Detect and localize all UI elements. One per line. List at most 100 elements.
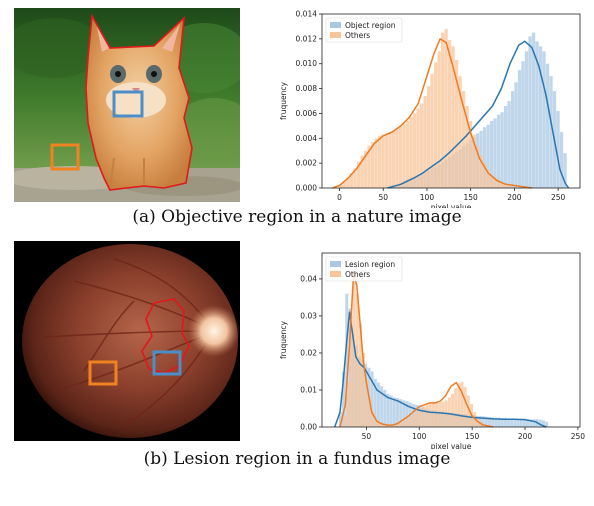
hist-bar bbox=[392, 397, 396, 427]
lesion-roi-box bbox=[152, 350, 182, 376]
hist-bar bbox=[531, 32, 536, 189]
hist-bar bbox=[370, 142, 375, 188]
hist-bar bbox=[402, 400, 406, 427]
hist-bar bbox=[356, 161, 361, 188]
hist-bar bbox=[400, 422, 404, 427]
y-tick-label: 0.04 bbox=[300, 274, 317, 283]
x-tick-label: 50 bbox=[362, 432, 372, 441]
hist-bar bbox=[367, 145, 371, 188]
y-tick-label: 0.008 bbox=[296, 84, 318, 93]
hist-bar bbox=[526, 419, 530, 427]
hist-bar bbox=[409, 415, 413, 427]
histogram-chart-a: 0 50 100 150 200 250 0.000 0.002 0.004 0.006 0.008… bbox=[280, 4, 592, 208]
hist-bar bbox=[517, 69, 522, 188]
hist-bar bbox=[479, 155, 483, 188]
hist-bar bbox=[463, 387, 467, 427]
hist-bar bbox=[377, 135, 382, 188]
hist-bar bbox=[468, 120, 473, 188]
hist-bar bbox=[510, 186, 515, 188]
hist-bar bbox=[368, 397, 372, 427]
hist-bar bbox=[538, 46, 543, 188]
x-tick-label: 0 bbox=[337, 193, 342, 202]
hist-bar bbox=[513, 418, 517, 427]
hist-bar bbox=[398, 125, 403, 188]
hist-bar bbox=[503, 105, 508, 188]
histogram-chart-b: 50 100 150 200 250 0.00 0.01 0.02 0.03 0.04 pixel … bbox=[280, 243, 592, 449]
hist-bar bbox=[370, 371, 374, 427]
hist-bar bbox=[399, 399, 403, 427]
hist-bar bbox=[454, 388, 458, 427]
legend-box bbox=[325, 17, 403, 43]
x-axis-label: pixel value bbox=[431, 442, 472, 449]
hist-bar bbox=[342, 181, 347, 188]
x-tick-label: 150 bbox=[464, 193, 479, 202]
y-tick-label: 0.004 bbox=[296, 134, 318, 143]
x-tick-label: 100 bbox=[412, 432, 427, 441]
hist-bar bbox=[381, 424, 385, 427]
hist-bar bbox=[435, 402, 439, 427]
cat-image bbox=[14, 8, 240, 202]
hist-bar bbox=[510, 91, 515, 188]
hist-bar bbox=[489, 120, 494, 188]
hist-bar bbox=[535, 41, 539, 188]
x-tick-label: 200 bbox=[507, 193, 522, 202]
hist-bar bbox=[397, 423, 401, 427]
lesion-contour bbox=[141, 298, 190, 374]
hist-bar bbox=[563, 153, 567, 188]
hist-bar bbox=[383, 389, 387, 427]
hist-bar bbox=[405, 401, 409, 427]
hist-bar bbox=[500, 418, 504, 427]
hist-bar bbox=[524, 51, 529, 189]
hist-bar bbox=[363, 150, 368, 188]
hist-bar bbox=[510, 418, 514, 427]
x-tick-label: 250 bbox=[571, 432, 586, 441]
background-roi-box bbox=[50, 143, 80, 171]
y-tick-label: 0.01 bbox=[300, 385, 317, 394]
hist-bar bbox=[346, 382, 350, 427]
hist-bar bbox=[549, 76, 553, 188]
hist-bar bbox=[475, 145, 480, 188]
hist-bar bbox=[343, 415, 347, 427]
hist-bar bbox=[422, 406, 426, 427]
hist-bar bbox=[441, 401, 445, 427]
kde-line bbox=[332, 38, 533, 189]
y-tick-label: 0.006 bbox=[296, 109, 318, 118]
y-tick-label: 0.00 bbox=[300, 423, 317, 432]
hist-bar bbox=[454, 59, 459, 188]
x-tick-label: 200 bbox=[518, 432, 533, 441]
hist-bar bbox=[391, 130, 396, 188]
hist-bar bbox=[390, 425, 394, 427]
hist-bar bbox=[374, 138, 378, 188]
hist-bar bbox=[460, 381, 464, 427]
hist-bar bbox=[451, 393, 454, 427]
kde-line bbox=[339, 270, 494, 428]
hist-bar bbox=[388, 132, 392, 188]
hist-bar bbox=[545, 63, 550, 188]
hist-bar bbox=[497, 417, 501, 427]
hist-bar bbox=[542, 51, 546, 189]
hist-bar bbox=[496, 114, 501, 188]
legend-swatch bbox=[330, 32, 341, 38]
x-tick-label: 250 bbox=[551, 193, 566, 202]
y-tick-label: 0.012 bbox=[296, 34, 318, 43]
legend-entry: Lesion region bbox=[345, 260, 395, 269]
hist-bar bbox=[521, 61, 525, 188]
hist-bar bbox=[395, 128, 399, 188]
hist-bar bbox=[426, 86, 431, 188]
legend-swatch bbox=[330, 271, 341, 277]
hist-bar bbox=[431, 402, 435, 427]
hist-bar bbox=[488, 417, 491, 427]
x-tick-label: 100 bbox=[420, 193, 435, 202]
hist-bar bbox=[349, 173, 354, 188]
hist-bar bbox=[384, 133, 389, 188]
hist-bar bbox=[458, 76, 462, 188]
hist-bar bbox=[396, 398, 399, 427]
hist-bar bbox=[433, 62, 438, 188]
hist-bar bbox=[457, 383, 461, 427]
hist-bar bbox=[430, 73, 434, 188]
hist-bar bbox=[416, 410, 420, 427]
hist-bar bbox=[378, 422, 382, 427]
hist-bar bbox=[503, 184, 508, 188]
hist-bar bbox=[339, 184, 343, 188]
hist-bar bbox=[484, 416, 488, 427]
